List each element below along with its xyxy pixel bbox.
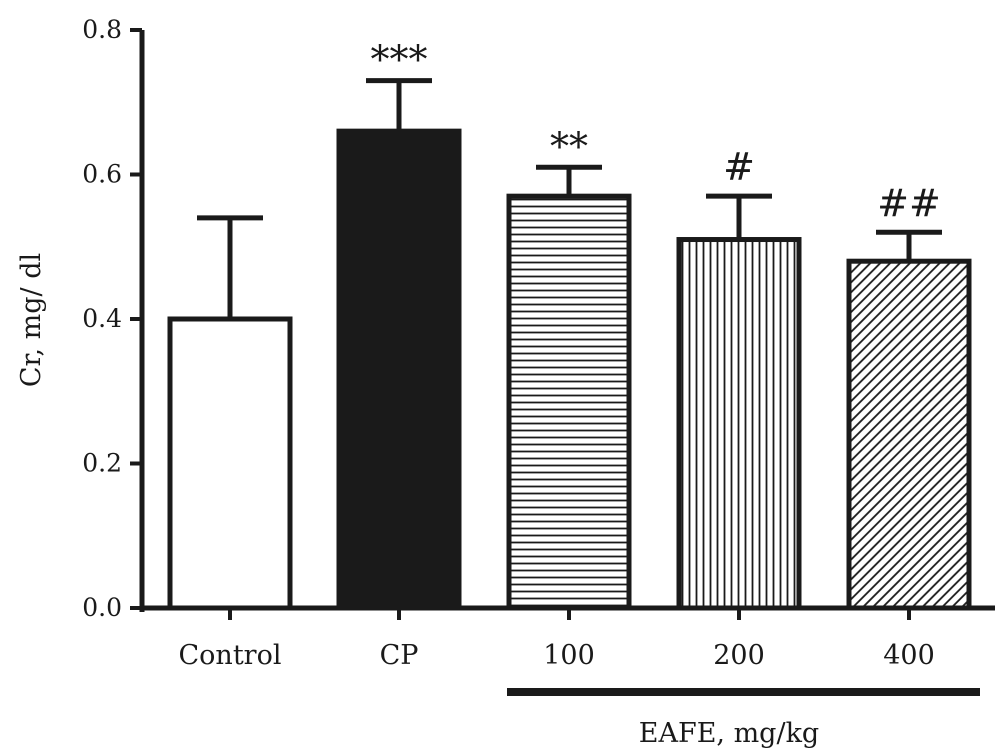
y-tick-label: 0.8 <box>82 15 122 44</box>
y-axis: 0.0 0.2 0.4 0.6 0.8 <box>82 15 145 622</box>
bars <box>167 78 972 611</box>
bar <box>846 258 972 611</box>
y-axis-title: Cr, mg/ dl <box>16 253 47 387</box>
y-tick-label: 0.2 <box>82 449 122 478</box>
x-tick-label: Control <box>179 640 282 671</box>
x-tick-label: 100 <box>543 640 595 671</box>
x-tick-label: CP <box>380 640 419 671</box>
significance-label: ** <box>550 124 588 168</box>
bar <box>506 193 632 611</box>
annotations: ***** ### <box>371 38 941 226</box>
bar <box>167 316 293 611</box>
y-tick-label: 0.6 <box>82 160 122 189</box>
significance-label: *** <box>371 38 428 82</box>
group-label: EAFE, mg/kg <box>639 718 819 749</box>
significance-label: # <box>723 145 755 189</box>
bar <box>336 128 462 611</box>
significance-label: ## <box>877 181 941 225</box>
bar <box>676 237 802 611</box>
x-axis: Control CP 100 200 400 <box>142 605 995 671</box>
x-tick-label: 200 <box>713 640 765 671</box>
x-tick-label: 400 <box>883 640 935 671</box>
y-tick-label: 0.4 <box>82 304 122 333</box>
y-tick-label: 0.0 <box>82 593 122 622</box>
